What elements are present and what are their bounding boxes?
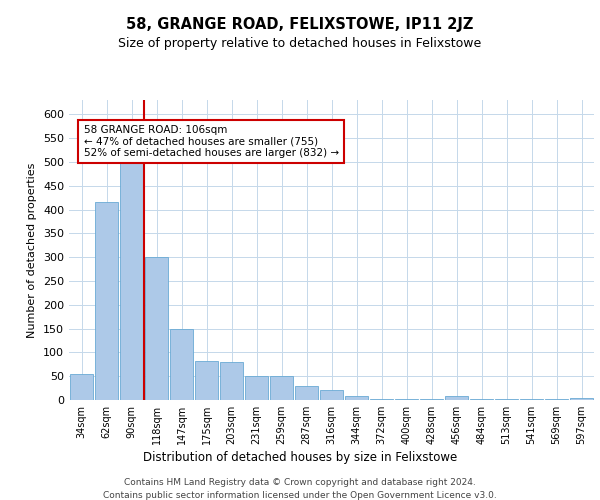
Bar [419, 399, 443, 400]
Text: Distribution of detached houses by size in Felixstowe: Distribution of detached houses by size … [143, 451, 457, 464]
Bar [295, 386, 319, 400]
Bar [95, 202, 118, 400]
Bar [370, 399, 394, 400]
Bar [520, 399, 544, 400]
Text: Contains public sector information licensed under the Open Government Licence v3: Contains public sector information licen… [103, 490, 497, 500]
Bar [320, 390, 343, 400]
Bar [470, 399, 493, 400]
Bar [119, 152, 143, 400]
Bar [395, 399, 418, 400]
Text: 58, GRANGE ROAD, FELIXSTOWE, IP11 2JZ: 58, GRANGE ROAD, FELIXSTOWE, IP11 2JZ [127, 18, 473, 32]
Bar [445, 396, 469, 400]
Bar [245, 376, 268, 400]
Text: 58 GRANGE ROAD: 106sqm
← 47% of detached houses are smaller (755)
52% of semi-de: 58 GRANGE ROAD: 106sqm ← 47% of detached… [83, 125, 338, 158]
Bar [344, 396, 368, 400]
Bar [220, 362, 244, 400]
Bar [170, 328, 193, 400]
Text: Size of property relative to detached houses in Felixstowe: Size of property relative to detached ho… [118, 38, 482, 51]
Bar [569, 398, 593, 400]
Bar [145, 257, 169, 400]
Y-axis label: Number of detached properties: Number of detached properties [28, 162, 37, 338]
Bar [70, 374, 94, 400]
Text: Contains HM Land Registry data © Crown copyright and database right 2024.: Contains HM Land Registry data © Crown c… [124, 478, 476, 487]
Bar [545, 399, 568, 400]
Bar [494, 399, 518, 400]
Bar [194, 361, 218, 400]
Bar [269, 376, 293, 400]
